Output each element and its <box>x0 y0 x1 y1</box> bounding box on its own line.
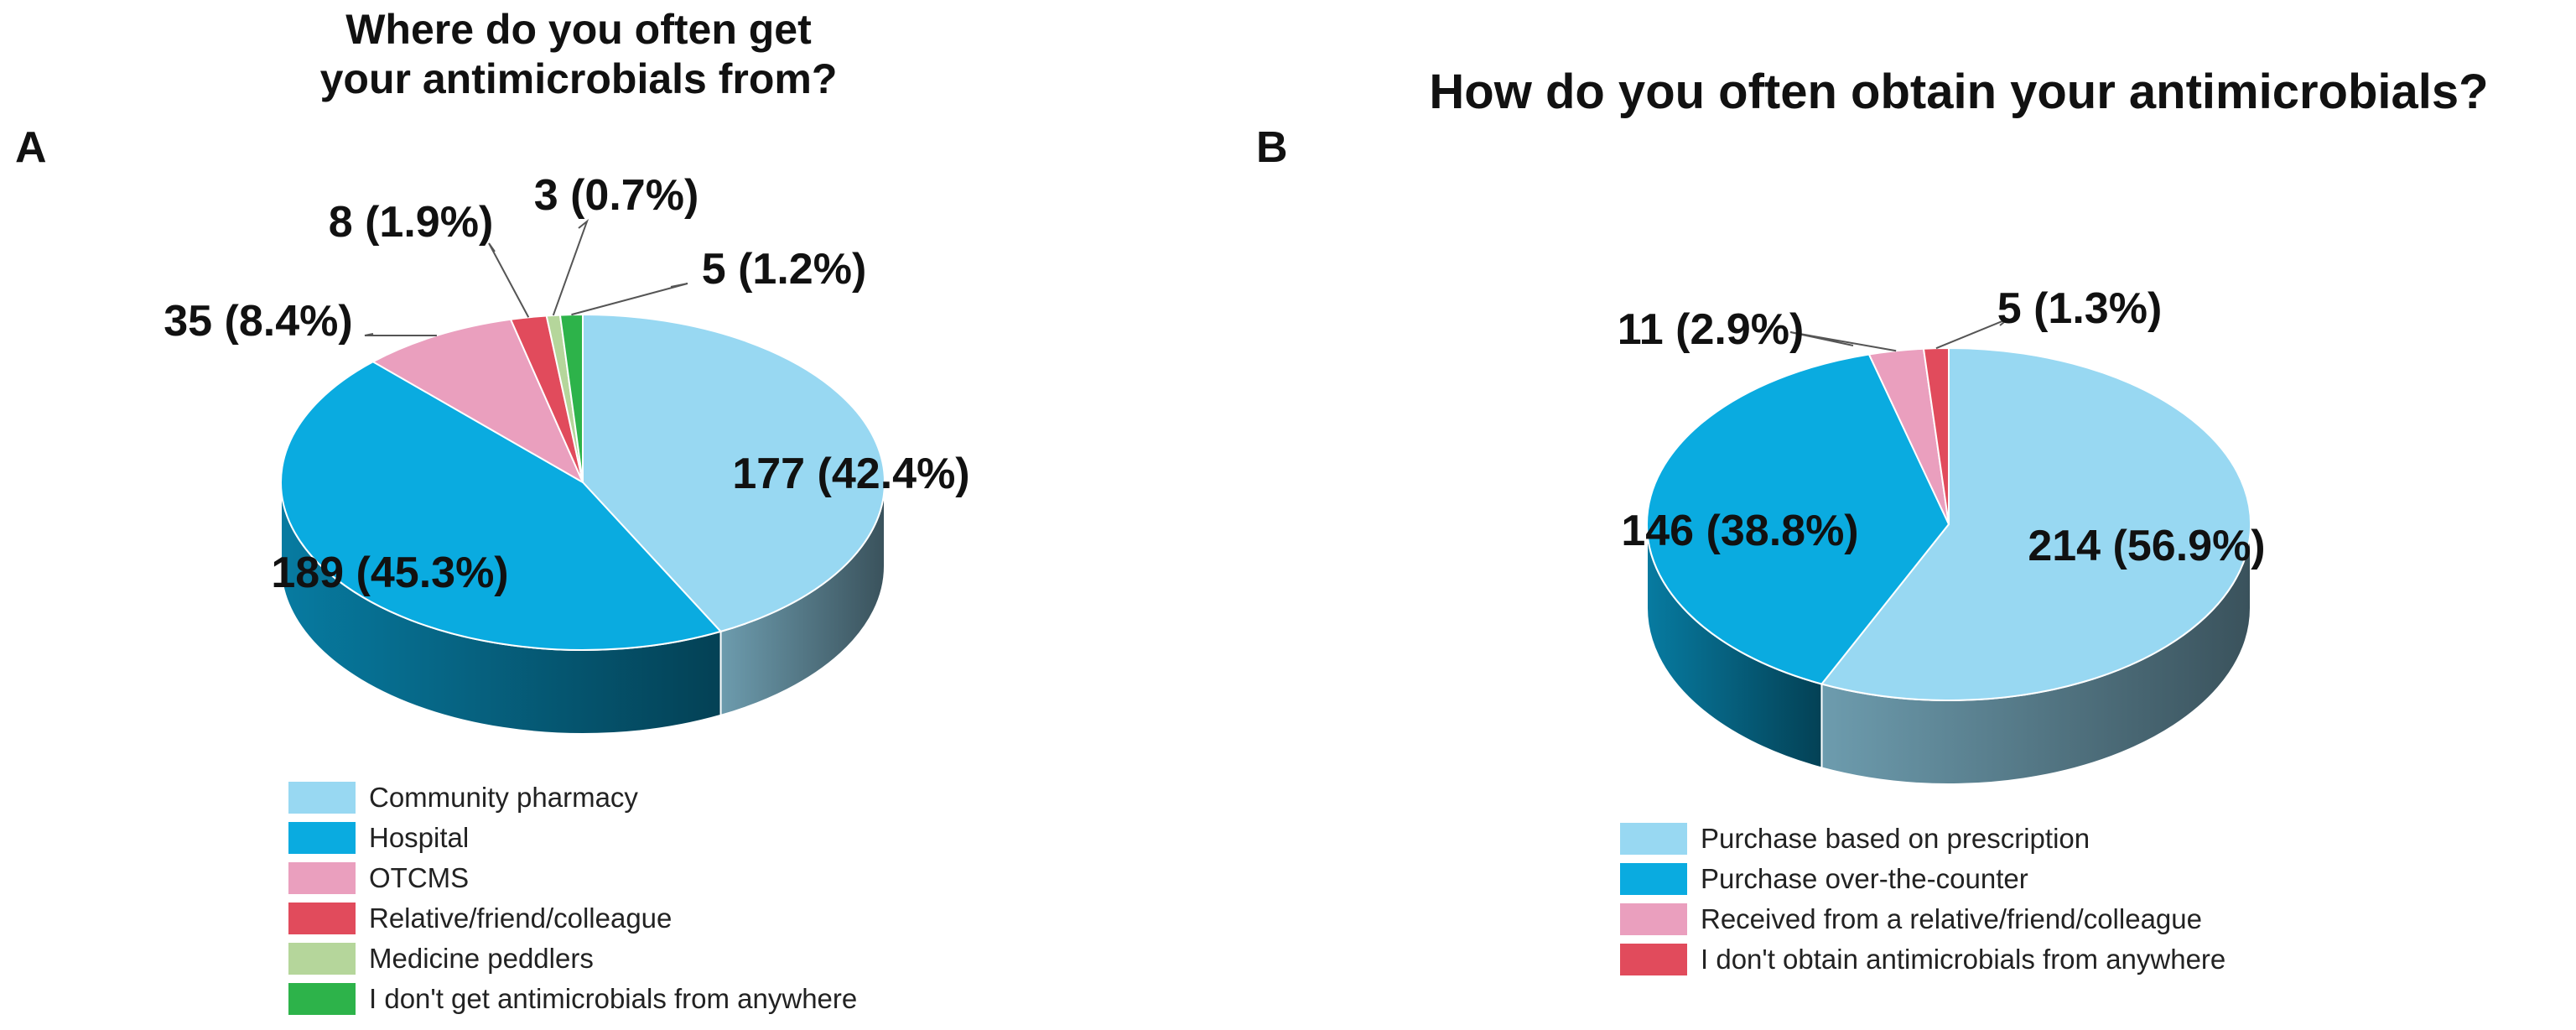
data-label: 214 (56.9%) <box>2028 522 2265 570</box>
legend-item: Received from a relative/friend/colleagu… <box>1620 899 2225 939</box>
panel-b: How do you often obtain your antimicrobi… <box>1241 0 2576 1030</box>
legend-swatch <box>1620 823 1687 855</box>
chart-title: How do you often obtain your antimicrobi… <box>1429 65 2489 119</box>
legend-swatch <box>1620 944 1687 975</box>
leader-line <box>552 219 589 316</box>
pie-chart: 177 (42.4%) 189 (45.3%) 35 (8.4%) 8 (1.9%) 3… <box>164 171 970 735</box>
legend-item: OTCMS <box>288 858 857 898</box>
legend-label: OTCMS <box>369 862 470 893</box>
panel-a: Where do you often get your antimicrobia… <box>0 0 1174 1030</box>
legend-item: I don't obtain antimicrobials from anywh… <box>1620 939 2225 980</box>
legend-item: Community pharmacy <box>288 778 857 818</box>
pie-slice-purchase-based-on-prescription <box>1820 346 2252 701</box>
leader-line <box>488 242 530 318</box>
chart-title: Where do you often get your antimicrobia… <box>218 5 939 104</box>
data-label: 5 (1.2%) <box>702 245 867 294</box>
pie-slice-i-don-t-obtain-antimicrobials-from-anywhere <box>1922 346 1950 525</box>
legend-item: I don't get antimicrobials from anywhere <box>288 979 857 1019</box>
data-label: 5 (1.3%) <box>1997 284 2163 333</box>
data-label: 11 (2.9%) <box>1618 305 1805 354</box>
legend-item: Relative/friend/colleague <box>288 898 857 939</box>
legend-swatch <box>288 782 356 814</box>
legend-item: Hospital <box>288 818 857 858</box>
leader-line <box>364 333 437 336</box>
chart-title-line-2: your antimicrobials from? <box>319 55 838 102</box>
pie-chart: 214 (56.9%) 146 (38.8%) 11 (2.9%) 5 (1.3%) <box>1618 284 2266 785</box>
data-label: 146 (38.8%) <box>1621 507 1858 555</box>
legend-label: Purchase based on prescription <box>1701 823 2090 854</box>
legend-swatch <box>1620 903 1687 935</box>
panel-letter: A <box>15 123 47 172</box>
legend-item: Purchase over-the-counter <box>1620 859 2225 899</box>
data-label: 189 (45.3%) <box>271 549 508 597</box>
panel-letter: B <box>1256 123 1288 172</box>
legend-label: Medicine peddlers <box>369 943 594 974</box>
legend-swatch <box>288 983 356 1015</box>
data-label: 35 (8.4%) <box>164 297 352 346</box>
pie-slice-otcms <box>371 318 585 485</box>
legend-label: Relative/friend/colleague <box>369 903 673 934</box>
legend-label: Community pharmacy <box>369 782 638 813</box>
legend-swatch <box>1620 863 1687 895</box>
chart-title-line-1: Where do you often get <box>345 6 812 53</box>
legend-label: I don't get antimicrobials from anywhere <box>369 983 858 1014</box>
legend-swatch <box>288 862 356 894</box>
legend-label: Hospital <box>369 822 470 853</box>
legend: Community pharmacy Hospital OTCMS Relative/… <box>288 778 857 1019</box>
legend-swatch <box>288 822 356 854</box>
legend-label: Purchase over-the-counter <box>1701 863 2028 894</box>
pie-slice-community-pharmacy <box>582 313 886 633</box>
legend-label: I don't obtain antimicrobials from anywh… <box>1701 944 2226 975</box>
data-label: 8 (1.9%) <box>329 198 494 247</box>
leader-line <box>571 283 688 316</box>
pie-slice-purchase-over-the-counter <box>1646 353 1950 685</box>
leader-line <box>1789 331 1897 352</box>
data-label: 3 (0.7%) <box>534 171 699 220</box>
legend: Purchase based on prescription Purchase o… <box>1620 819 2225 980</box>
pie-slice-hospital <box>280 361 723 651</box>
legend-label: Received from a relative/friend/colleagu… <box>1701 903 2202 934</box>
data-label: 177 (42.4%) <box>732 450 969 498</box>
legend-swatch <box>288 943 356 975</box>
legend-swatch <box>288 903 356 934</box>
leader-line <box>1935 318 2009 350</box>
legend-item: Purchase based on prescription <box>1620 819 2225 859</box>
legend-item: Medicine peddlers <box>288 939 857 979</box>
